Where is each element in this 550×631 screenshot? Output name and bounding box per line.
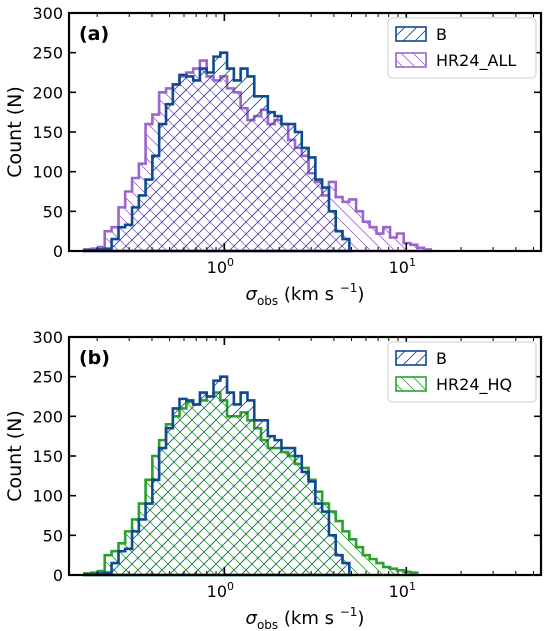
y-tick-label: 50 [43, 526, 63, 545]
x-tick-label: 101 [389, 256, 416, 277]
y-tick-label: 100 [32, 487, 63, 506]
x-axis-label-subscript: obs [257, 294, 278, 308]
legend-swatch [395, 376, 427, 392]
y-axis-label: Count (N) [4, 410, 26, 502]
x-axis-label: σobs (km s −1) [246, 281, 365, 308]
legend-swatch [395, 26, 427, 42]
y-tick-label: 300 [32, 4, 63, 23]
x-axis-label-exponent: −1 [340, 605, 358, 619]
panel-b: 0 50 100 150 200 250 300 100 101 σobs (km s −1) Co… [4, 328, 543, 631]
y-tick-label: 150 [32, 447, 63, 466]
y-tick-label: 200 [32, 83, 63, 102]
x-axis-label: σobs (km s −1) [246, 605, 365, 631]
x-tick-label: 101 [389, 580, 416, 601]
x-tick-label: 100 [207, 580, 234, 601]
histogram-b [83, 375, 351, 577]
y-axis-label: Count (N) [4, 86, 26, 178]
histogram-b [83, 51, 351, 253]
y-tick-label: 150 [32, 123, 63, 142]
x-tick-exponent: 0 [227, 256, 234, 269]
legend-swatch [395, 52, 427, 68]
y-tick-label: 250 [32, 44, 63, 63]
panel-label: (a) [79, 23, 109, 45]
legend-label: B [436, 349, 447, 368]
legend: B HR24_HQ [387, 341, 537, 403]
legend: B HR24_ALL [387, 17, 537, 79]
x-axis-label-symbol: σ [246, 284, 258, 305]
x-axis-label-units: (km s [278, 608, 340, 629]
y-tick-label: 0 [53, 566, 63, 585]
legend-swatch [395, 350, 427, 366]
x-tick-label: 100 [207, 256, 234, 277]
x-tick-exponent: 0 [227, 580, 234, 593]
legend-label: HR24_HQ [436, 375, 512, 395]
y-tick-label: 0 [53, 242, 63, 261]
y-tick-label: 50 [43, 202, 63, 221]
x-axis-label-close: ) [357, 608, 364, 629]
x-tick-exponent: 1 [409, 256, 416, 269]
y-tick-label: 250 [32, 368, 63, 387]
x-axis-label-close: ) [357, 284, 364, 305]
x-axis-label-subscript: obs [257, 618, 278, 631]
x-tick-exponent: 1 [409, 580, 416, 593]
y-tick-label: 200 [32, 407, 63, 426]
x-axis-label-symbol: σ [246, 608, 258, 629]
legend-label: HR24_ALL [436, 51, 516, 71]
x-axis-label-units: (km s [278, 284, 340, 305]
panel-a: 0 50 100 150 200 250 300 100 101 σobs (km s −1) Co… [4, 4, 543, 308]
y-tick-label: 100 [32, 163, 63, 182]
y-tick-label: 300 [32, 328, 63, 347]
x-axis-label-exponent: −1 [340, 281, 358, 295]
panel-label: (b) [79, 347, 110, 369]
legend-label: B [436, 25, 447, 44]
